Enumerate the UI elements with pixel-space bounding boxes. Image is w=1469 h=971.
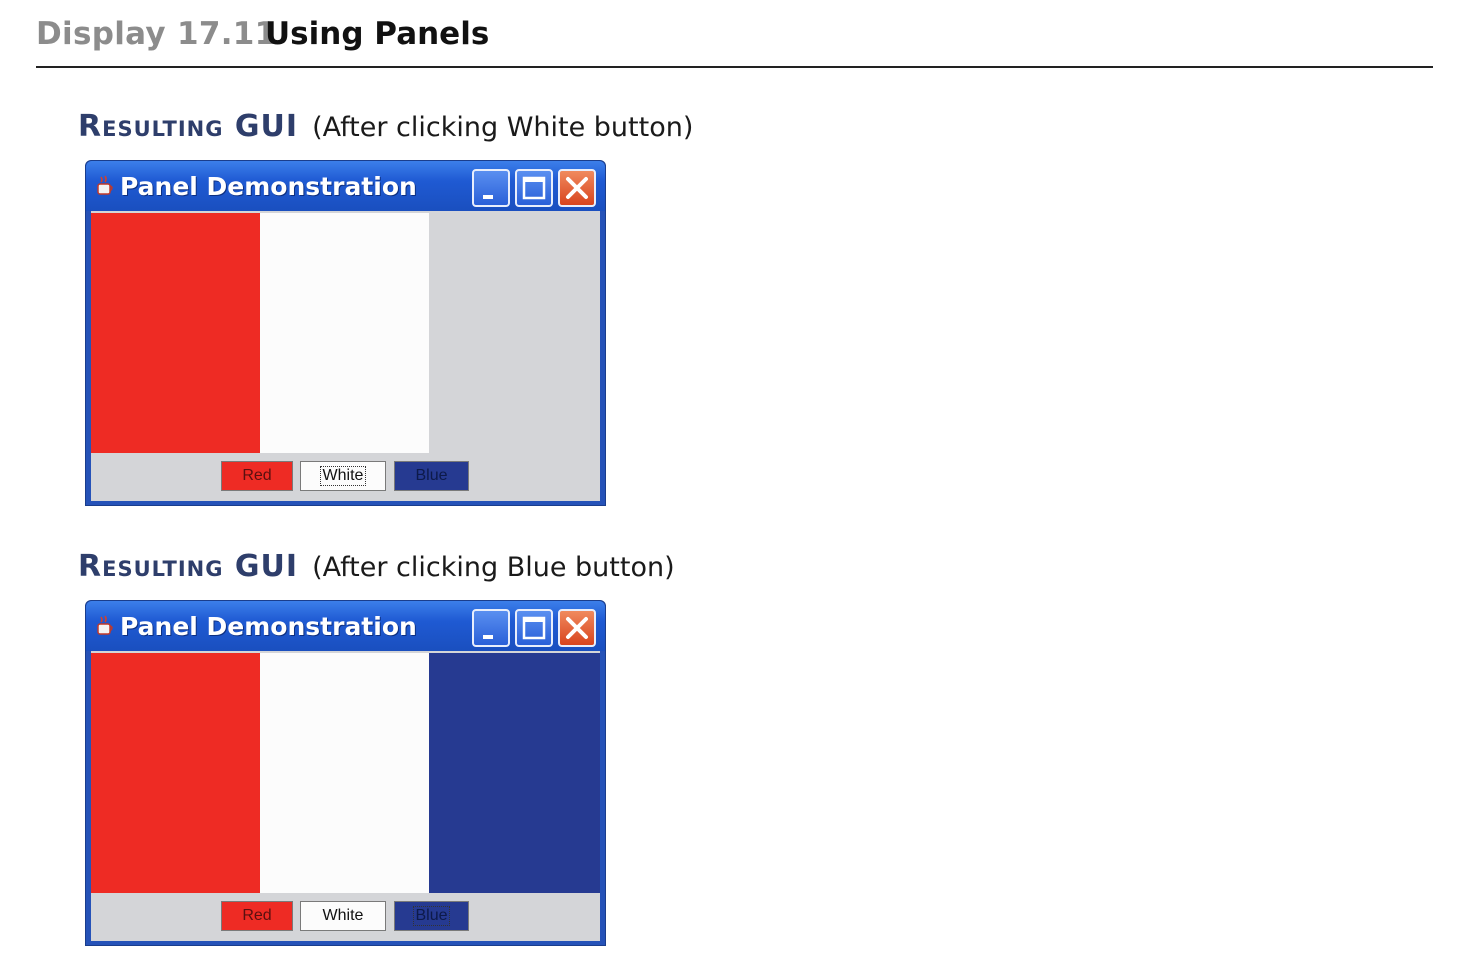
focus-ring — [413, 906, 450, 926]
minimize-button[interactable] — [472, 609, 510, 647]
display-label: Display 17.11 — [36, 16, 277, 52]
blue-panel — [429, 653, 600, 893]
header-divider — [36, 66, 1433, 68]
blue-panel — [429, 213, 600, 453]
section-caption-2: Resulting GUI (After clicking Blue button… — [78, 552, 675, 582]
window-content: Red White Blue — [91, 211, 600, 501]
window-titlebar[interactable]: Panel Demonstration — [86, 161, 605, 211]
close-button[interactable] — [558, 169, 596, 207]
panel-demo-window-1: Panel Demonstration Red White Blue — [85, 160, 606, 506]
minimize-button[interactable] — [472, 169, 510, 207]
red-button[interactable]: Red — [221, 461, 293, 491]
java-cup-icon — [97, 175, 113, 195]
minimize-icon — [483, 635, 493, 639]
maximize-icon — [522, 176, 546, 200]
window-title: Panel Demonstration — [120, 612, 417, 641]
white-button-label: White — [322, 907, 364, 924]
red-button-label: Red — [242, 907, 272, 924]
red-panel — [91, 653, 260, 893]
blue-button-label: Blue — [415, 907, 448, 924]
white-panel — [260, 213, 429, 453]
blue-button-label: Blue — [415, 467, 448, 484]
focus-ring — [320, 466, 366, 486]
maximize-button[interactable] — [515, 609, 553, 647]
window-titlebar[interactable]: Panel Demonstration — [86, 601, 605, 651]
panel-demo-window-2: Panel Demonstration Red White Blue — [85, 600, 606, 946]
section-heading: Resulting GUI — [78, 109, 299, 144]
white-button-label: White — [322, 467, 364, 484]
white-button[interactable]: White — [300, 901, 386, 931]
blue-button[interactable]: Blue — [394, 461, 469, 491]
maximize-icon — [522, 616, 546, 640]
section-caption-1: Resulting GUI (After clicking White butto… — [78, 112, 693, 142]
section-note: (After clicking White button) — [312, 112, 694, 143]
java-cup-icon — [97, 615, 113, 635]
close-button[interactable] — [558, 609, 596, 647]
red-button[interactable]: Red — [221, 901, 293, 931]
red-button-label: Red — [242, 467, 272, 484]
maximize-button[interactable] — [515, 169, 553, 207]
window-content: Red White Blue — [91, 651, 600, 941]
white-button[interactable]: White — [300, 461, 386, 491]
close-icon — [566, 617, 588, 639]
window-title: Panel Demonstration — [120, 172, 417, 201]
section-heading: Resulting GUI — [78, 549, 299, 584]
blue-button[interactable]: Blue — [394, 901, 469, 931]
close-icon — [566, 177, 588, 199]
section-note: (After clicking Blue button) — [312, 552, 675, 583]
white-panel — [260, 653, 429, 893]
red-panel — [91, 213, 260, 453]
page-title: Using Panels — [265, 16, 490, 52]
minimize-icon — [483, 195, 493, 199]
